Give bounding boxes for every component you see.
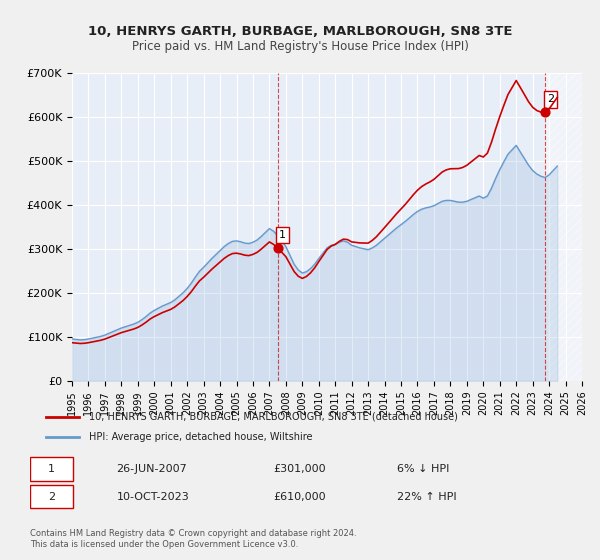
- Text: 10, HENRYS GARTH, BURBAGE, MARLBOROUGH, SN8 3TE (detached house): 10, HENRYS GARTH, BURBAGE, MARLBOROUGH, …: [89, 412, 458, 422]
- Text: 22% ↑ HPI: 22% ↑ HPI: [397, 492, 457, 502]
- Text: 6% ↓ HPI: 6% ↓ HPI: [397, 464, 449, 474]
- Text: 10, HENRYS GARTH, BURBAGE, MARLBOROUGH, SN8 3TE: 10, HENRYS GARTH, BURBAGE, MARLBOROUGH, …: [88, 25, 512, 38]
- Text: 1: 1: [279, 230, 286, 240]
- FancyBboxPatch shape: [30, 457, 73, 480]
- Text: 1: 1: [48, 464, 55, 474]
- Text: 2: 2: [547, 94, 554, 104]
- Text: £610,000: £610,000: [273, 492, 326, 502]
- Text: 26-JUN-2007: 26-JUN-2007: [116, 464, 187, 474]
- FancyBboxPatch shape: [30, 485, 73, 508]
- Point: [541, 108, 550, 117]
- Text: HPI: Average price, detached house, Wiltshire: HPI: Average price, detached house, Wilt…: [89, 432, 313, 442]
- Text: 2: 2: [48, 492, 55, 502]
- Text: Price paid vs. HM Land Registry's House Price Index (HPI): Price paid vs. HM Land Registry's House …: [131, 40, 469, 53]
- Bar: [545, 73, 582, 381]
- Text: Contains HM Land Registry data © Crown copyright and database right 2024.
This d: Contains HM Land Registry data © Crown c…: [30, 529, 356, 549]
- Text: £301,000: £301,000: [273, 464, 326, 474]
- Text: 10-OCT-2023: 10-OCT-2023: [116, 492, 189, 502]
- Point: [273, 244, 283, 253]
